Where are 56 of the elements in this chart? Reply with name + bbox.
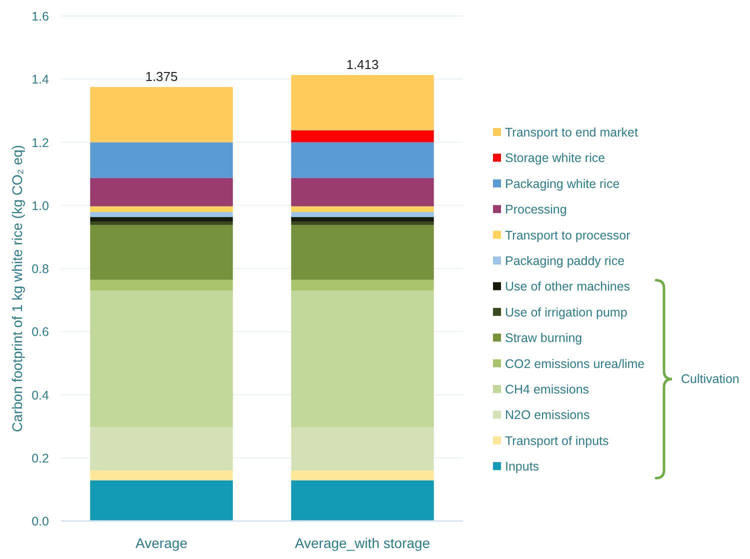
legend-label: Packaging paddy rice (505, 254, 625, 268)
y-tick-label: 1.6 (32, 10, 50, 24)
bar (291, 224, 434, 280)
legend-label: Packaging white rice (505, 176, 620, 191)
bar (291, 130, 434, 142)
bar (90, 470, 233, 480)
y-tick-label: 1.0 (32, 198, 50, 213)
x-tick-label: Average (136, 535, 188, 551)
y-tick-label: 1.2 (32, 136, 50, 150)
bar (90, 217, 233, 222)
bar (90, 224, 233, 280)
legend-label: N2O emissions (505, 408, 590, 422)
legend-label: Straw burning (505, 331, 582, 346)
bar (291, 221, 434, 225)
x-tick-label: Average_with storage (294, 535, 430, 551)
y-tick-label: 0.4 (32, 388, 50, 402)
bar (90, 480, 233, 521)
bar (291, 280, 434, 291)
legend-label: Processing (505, 202, 567, 217)
bar (90, 221, 233, 225)
bar (90, 206, 233, 212)
y-axis-title: Carbon footprint of 1 kg white rice (kg CO₂ eq) (9, 144, 25, 432)
y-tick-label: 0.0 (32, 514, 50, 528)
legend-label: Use of irrigation pump (505, 305, 628, 320)
legend-label: Transport to processor (505, 228, 630, 242)
y-tick-label: 0.8 (32, 262, 50, 276)
bar (90, 87, 233, 142)
bar (291, 427, 434, 470)
legend-label: CH4 emissions (505, 382, 590, 396)
bar (90, 178, 233, 206)
bar (291, 470, 434, 480)
y-tick-label: 0.6 (32, 325, 50, 340)
legend-label: Use of other machines (505, 280, 630, 294)
bar (291, 206, 434, 212)
bar (291, 480, 434, 521)
legend-label: Transport of inputs (505, 434, 609, 448)
bar (291, 212, 434, 218)
bar (90, 427, 233, 470)
bar (291, 217, 434, 222)
bar (90, 280, 233, 291)
bar (291, 75, 434, 130)
legend-label: Inputs (505, 460, 540, 474)
y-tick-label: 1.4 (32, 72, 50, 87)
bar (90, 212, 233, 218)
bar (90, 290, 233, 428)
legend-label: CO2 emissions urea/lime (505, 356, 645, 371)
bar (291, 142, 434, 178)
legend-label: Storage white rice (505, 151, 606, 166)
bar (90, 142, 233, 178)
total-label: 1.375 (145, 69, 178, 84)
text: Cultivation (681, 372, 740, 386)
bar (291, 290, 434, 428)
legend-label: Transport to end market (505, 126, 638, 140)
total-label: 1.413 (346, 57, 379, 72)
y-tick-label: 0.2 (32, 451, 50, 466)
bar (291, 178, 434, 206)
